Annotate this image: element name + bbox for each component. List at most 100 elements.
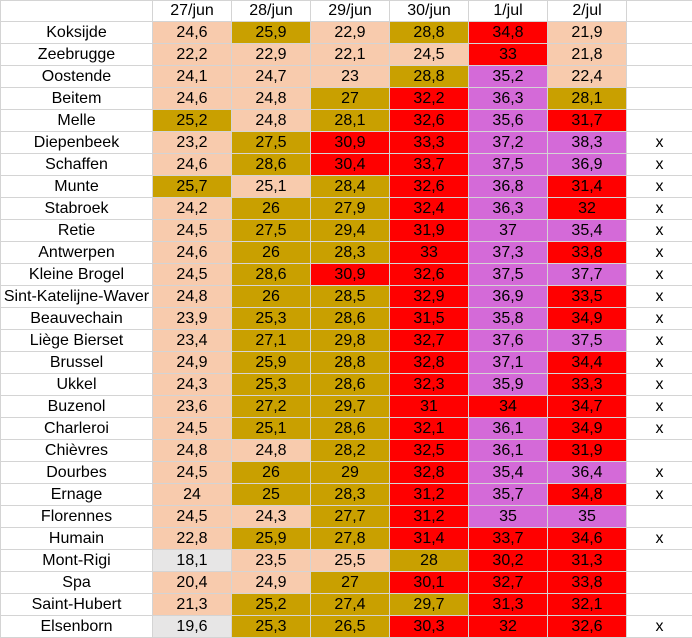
temperature-cell[interactable]: 24,8 xyxy=(153,440,232,462)
temperature-cell[interactable]: 31,9 xyxy=(390,220,469,242)
mark-cell[interactable]: x xyxy=(627,616,692,638)
temperature-cell[interactable]: 27 xyxy=(311,572,390,594)
temperature-cell[interactable]: 32,6 xyxy=(548,616,627,638)
temperature-cell[interactable]: 35,4 xyxy=(548,220,627,242)
temperature-cell[interactable]: 34,4 xyxy=(548,352,627,374)
temperature-cell[interactable]: 27,1 xyxy=(232,330,311,352)
temperature-cell[interactable]: 33,7 xyxy=(390,154,469,176)
temperature-cell[interactable]: 24,5 xyxy=(153,462,232,484)
temperature-cell[interactable]: 26 xyxy=(232,242,311,264)
temperature-cell[interactable]: 28,8 xyxy=(390,22,469,44)
temperature-cell[interactable]: 34,9 xyxy=(548,418,627,440)
station-name-cell[interactable]: Elsenborn xyxy=(1,616,153,638)
temperature-cell[interactable]: 28,1 xyxy=(311,110,390,132)
temperature-cell[interactable]: 27,8 xyxy=(311,528,390,550)
temperature-cell[interactable]: 24,3 xyxy=(153,374,232,396)
temperature-cell[interactable]: 24,9 xyxy=(153,352,232,374)
temperature-cell[interactable]: 31,3 xyxy=(548,550,627,572)
temperature-cell[interactable]: 31,4 xyxy=(548,176,627,198)
mark-cell[interactable] xyxy=(627,44,692,66)
temperature-cell[interactable]: 32,6 xyxy=(390,110,469,132)
mark-cell[interactable]: x xyxy=(627,484,692,506)
temperature-cell[interactable]: 27,9 xyxy=(311,198,390,220)
station-name-cell[interactable]: Oostende xyxy=(1,66,153,88)
temperature-cell[interactable]: 36,9 xyxy=(548,154,627,176)
temperature-cell[interactable]: 37,6 xyxy=(469,330,548,352)
temperature-cell[interactable]: 32,6 xyxy=(390,264,469,286)
temperature-cell[interactable]: 24,5 xyxy=(153,418,232,440)
temperature-cell[interactable]: 26 xyxy=(232,286,311,308)
temperature-cell[interactable]: 25,3 xyxy=(232,308,311,330)
temperature-cell[interactable]: 33,8 xyxy=(548,572,627,594)
temperature-cell[interactable]: 27 xyxy=(311,88,390,110)
mark-cell[interactable]: x xyxy=(627,176,692,198)
mark-cell[interactable]: x xyxy=(627,374,692,396)
temperature-cell[interactable]: 34,8 xyxy=(469,22,548,44)
temperature-cell[interactable]: 28,1 xyxy=(548,88,627,110)
temperature-cell[interactable]: 29,8 xyxy=(311,330,390,352)
mark-cell[interactable]: x xyxy=(627,330,692,352)
temperature-cell[interactable]: 33,8 xyxy=(548,242,627,264)
temperature-cell[interactable]: 32,5 xyxy=(390,440,469,462)
temperature-cell[interactable]: 24,6 xyxy=(153,154,232,176)
temperature-cell[interactable]: 34,8 xyxy=(548,484,627,506)
station-name-cell[interactable]: Ernage xyxy=(1,484,153,506)
temperature-cell[interactable]: 19,6 xyxy=(153,616,232,638)
mark-cell[interactable] xyxy=(627,22,692,44)
temperature-cell[interactable]: 35,7 xyxy=(469,484,548,506)
temperature-cell[interactable]: 24,5 xyxy=(153,220,232,242)
temperature-cell[interactable]: 28,6 xyxy=(311,418,390,440)
temperature-cell[interactable]: 24,5 xyxy=(153,264,232,286)
header-date-27-jun[interactable]: 27/jun xyxy=(153,1,232,22)
temperature-cell[interactable]: 33,3 xyxy=(390,132,469,154)
temperature-cell[interactable]: 32 xyxy=(469,616,548,638)
temperature-cell[interactable]: 34,9 xyxy=(548,308,627,330)
temperature-cell[interactable]: 23,6 xyxy=(153,396,232,418)
mark-cell[interactable]: x xyxy=(627,154,692,176)
temperature-cell[interactable]: 34,6 xyxy=(548,528,627,550)
mark-cell[interactable] xyxy=(627,66,692,88)
station-name-cell[interactable]: Liège Bierset xyxy=(1,330,153,352)
mark-cell[interactable]: x xyxy=(627,308,692,330)
temperature-cell[interactable]: 22,4 xyxy=(548,66,627,88)
temperature-cell[interactable]: 32,8 xyxy=(390,462,469,484)
temperature-cell[interactable]: 28,6 xyxy=(232,154,311,176)
mark-cell[interactable]: x xyxy=(627,220,692,242)
mark-cell[interactable]: x xyxy=(627,198,692,220)
temperature-cell[interactable]: 29,7 xyxy=(311,396,390,418)
mark-cell[interactable] xyxy=(627,88,692,110)
station-name-cell[interactable]: Humain xyxy=(1,528,153,550)
station-name-cell[interactable]: Buzenol xyxy=(1,396,153,418)
temperature-cell[interactable]: 32,7 xyxy=(390,330,469,352)
temperature-cell[interactable]: 25,5 xyxy=(311,550,390,572)
temperature-cell[interactable]: 25,3 xyxy=(232,616,311,638)
station-name-cell[interactable]: Mont-Rigi xyxy=(1,550,153,572)
temperature-cell[interactable]: 27,2 xyxy=(232,396,311,418)
temperature-cell[interactable]: 33 xyxy=(390,242,469,264)
temperature-cell[interactable]: 31,4 xyxy=(390,528,469,550)
header-date-29-jun[interactable]: 29/jun xyxy=(311,1,390,22)
temperature-cell[interactable]: 31,3 xyxy=(469,594,548,616)
temperature-cell[interactable]: 25,7 xyxy=(153,176,232,198)
temperature-cell[interactable]: 32,2 xyxy=(390,88,469,110)
temperature-cell[interactable]: 31,5 xyxy=(390,308,469,330)
station-name-cell[interactable]: Spa xyxy=(1,572,153,594)
temperature-cell[interactable]: 24,1 xyxy=(153,66,232,88)
temperature-cell[interactable]: 25 xyxy=(232,484,311,506)
temperature-cell[interactable]: 25,9 xyxy=(232,352,311,374)
mark-cell[interactable] xyxy=(627,110,692,132)
temperature-cell[interactable]: 28,6 xyxy=(232,264,311,286)
temperature-cell[interactable]: 36,9 xyxy=(469,286,548,308)
station-name-cell[interactable]: Melle xyxy=(1,110,153,132)
temperature-cell[interactable]: 31,2 xyxy=(390,484,469,506)
temperature-cell[interactable]: 37,3 xyxy=(469,242,548,264)
temperature-cell[interactable]: 27,4 xyxy=(311,594,390,616)
station-name-cell[interactable]: Antwerpen xyxy=(1,242,153,264)
temperature-cell[interactable]: 37,1 xyxy=(469,352,548,374)
temperature-cell[interactable]: 36,8 xyxy=(469,176,548,198)
mark-cell[interactable] xyxy=(627,572,692,594)
temperature-cell[interactable]: 33,5 xyxy=(548,286,627,308)
temperature-cell[interactable]: 27,5 xyxy=(232,132,311,154)
temperature-cell[interactable]: 25,9 xyxy=(232,528,311,550)
station-name-cell[interactable]: Beauvechain xyxy=(1,308,153,330)
